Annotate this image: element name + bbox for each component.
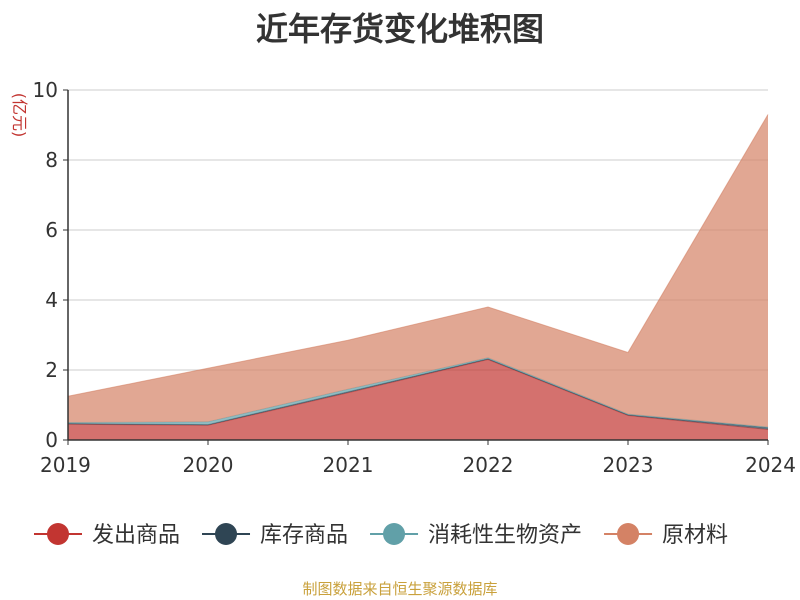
legend[interactable]: 发出商品 库存商品 消耗性生物资产 原材料	[34, 523, 728, 548]
legend-item[interactable]: 原材料	[604, 523, 728, 548]
chart-title: 近年存货变化堆积图	[255, 10, 544, 48]
x-tick-label: 2019	[40, 453, 91, 477]
legend-label: 原材料	[662, 523, 728, 548]
legend-marker-icon	[617, 523, 640, 545]
area-series	[68, 358, 768, 430]
x-tick-label: 2021	[323, 453, 374, 477]
area-series	[68, 114, 768, 428]
legend-item[interactable]: 发出商品	[34, 523, 180, 548]
legend-item[interactable]: 消耗性生物资产	[370, 523, 582, 548]
legend-item[interactable]: 库存商品	[202, 523, 348, 548]
y-tick-label: 4	[45, 288, 58, 312]
legend-marker-icon	[47, 523, 69, 545]
y-axis-label: (亿元)	[10, 93, 29, 138]
legend-label: 库存商品	[260, 523, 348, 548]
axes: 0 2 4 6 8 10 2019 2020 2021 2022 2023 2024	[33, 78, 796, 477]
legend-label: 消耗性生物资产	[428, 523, 582, 548]
y-tick-label: 2	[45, 358, 58, 382]
x-tick-label: 2022	[463, 453, 514, 477]
legend-marker-icon	[215, 523, 238, 545]
stacked-areas	[67, 114, 769, 440]
area-series	[68, 359, 768, 440]
y-tick-label: 8	[45, 148, 58, 172]
x-tick-label: 2023	[603, 453, 654, 477]
source-note: 制图数据来自恒生聚源数据库	[302, 580, 498, 598]
y-tick-label: 6	[45, 218, 58, 242]
area-series-line	[67, 114, 769, 397]
y-tick-label: 10	[33, 78, 58, 102]
legend-label: 发出商品	[92, 523, 180, 548]
y-tick-label: 0	[45, 428, 58, 452]
x-tick-label: 2020	[183, 453, 234, 477]
legend-marker-icon	[383, 523, 406, 545]
x-tick-label: 2024	[745, 453, 796, 477]
